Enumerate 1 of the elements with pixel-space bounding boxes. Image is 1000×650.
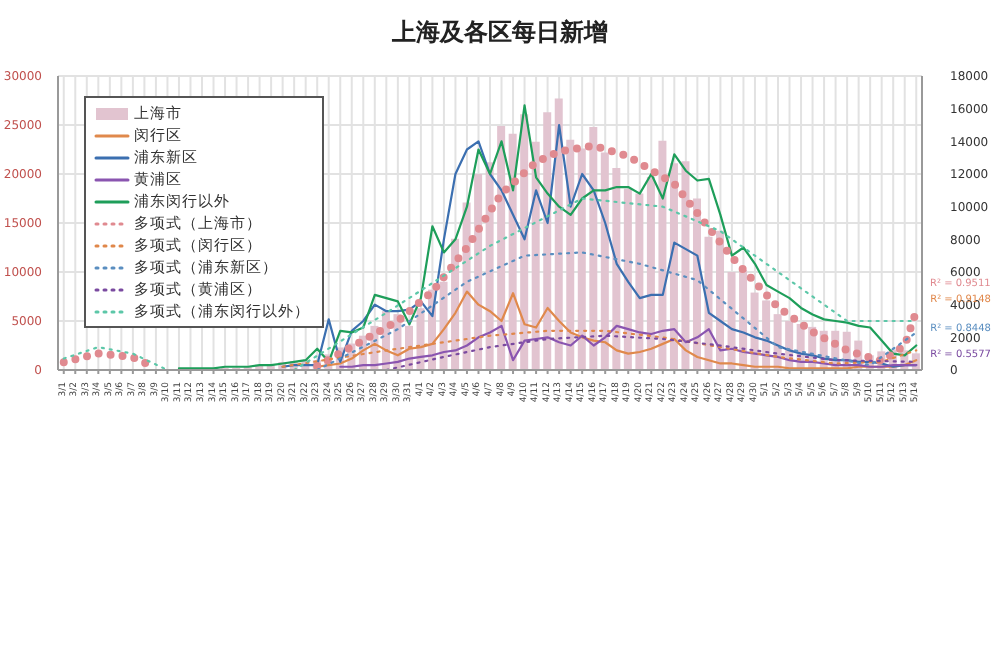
chart-title: 上海及各区每日新增 xyxy=(390,16,610,50)
